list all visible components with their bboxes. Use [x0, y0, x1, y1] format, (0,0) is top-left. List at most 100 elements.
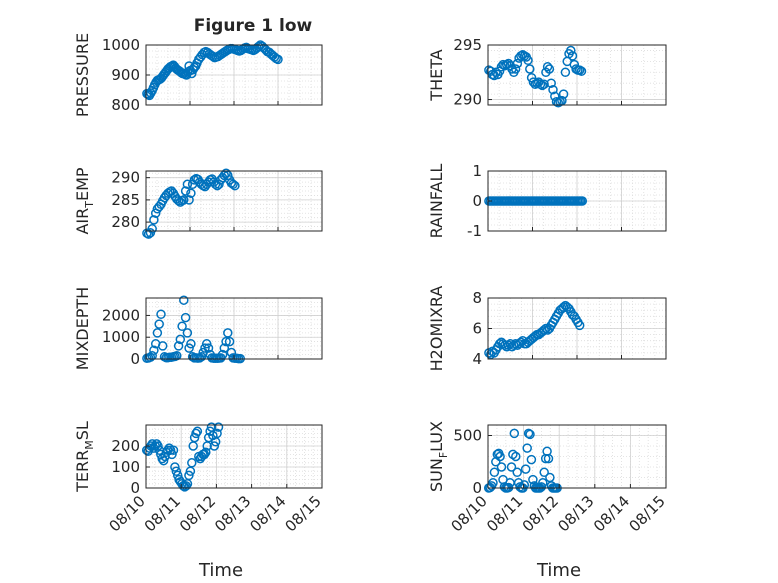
terr_msl-point	[213, 422, 224, 432]
mixdepth-point	[157, 341, 168, 351]
mixdepth-point	[172, 350, 182, 361]
air_temp-ytick-label: 285	[111, 191, 140, 209]
terr_msl-point	[187, 458, 197, 468]
mixdepth-point	[154, 319, 164, 329]
figure-title: Figure 1 low	[194, 16, 313, 36]
sun_flux-xtick-label: 08/14	[590, 492, 633, 535]
h2omixra-ytick-label: 4	[472, 350, 482, 368]
air_temp-point	[182, 179, 193, 190]
terr_msl-xtick-label: 08/13	[211, 492, 254, 535]
theta-point	[576, 66, 587, 76]
h2omixra-ylabel: H2OMIXRA	[427, 286, 446, 372]
terr_msl-point	[170, 462, 180, 472]
air_temp-point	[180, 186, 191, 196]
mixdepth-point	[180, 312, 191, 323]
theta-point	[542, 62, 553, 72]
terr_msl-xtick-label: 08/10	[106, 492, 149, 535]
mixdepth-ylabel: MIXDEPTH	[73, 287, 92, 370]
air_temp-point	[228, 179, 238, 190]
rainfall-point	[577, 196, 588, 206]
pressure-point	[273, 54, 283, 65]
pressure-ytick-label: 900	[111, 66, 140, 84]
terr_msl-ylabel: TERRMSL	[73, 421, 96, 493]
sun_flux-point	[523, 428, 534, 439]
h2omixra-point	[574, 320, 585, 331]
theta-point	[546, 78, 556, 88]
mixdepth-point	[201, 339, 212, 349]
sun_flux-point	[519, 480, 530, 490]
rainfall-ytick-label: 0	[472, 192, 482, 210]
mixdepth-point	[175, 334, 186, 345]
air_temp-point	[179, 195, 189, 205]
theta-point	[560, 67, 571, 78]
terr_msl-ytick-label: 100	[111, 458, 140, 476]
sun_flux-point	[522, 443, 532, 453]
sun_flux-point	[526, 454, 537, 465]
terr_msl-xtick-label: 08/12	[176, 492, 219, 535]
mixdepth-point	[219, 343, 230, 353]
sun_flux-point	[536, 482, 547, 492]
theta-point	[512, 58, 523, 69]
sun_flux-point	[492, 449, 503, 460]
pressure-ytick-label: 1000	[102, 36, 140, 54]
terr_msl-xtick-label: 08/11	[141, 492, 184, 535]
mixdepth-point	[147, 350, 157, 361]
sun_flux-point	[495, 451, 505, 462]
mixdepth-point	[173, 341, 184, 351]
rainfall-ytick-label: 1	[472, 162, 482, 180]
mixdepth-ytick-label: 0	[130, 350, 140, 368]
terr_msl-point	[191, 428, 201, 439]
sun_flux-point	[520, 464, 531, 474]
mixdepth-point	[177, 321, 187, 332]
sun_flux-ylabel: SUNFLUX	[427, 421, 450, 492]
h2omixra-ytick-label: 6	[472, 320, 482, 338]
sun_flux-point	[489, 467, 500, 478]
air_temp-point	[230, 180, 240, 191]
sun_flux-point	[525, 429, 535, 440]
theta-ytick-label: 290	[453, 91, 482, 109]
theta-point	[548, 84, 558, 95]
sun_flux-point	[509, 428, 520, 439]
sun_flux-xtick-label: 08/15	[626, 492, 669, 535]
terr_msl-point	[209, 441, 220, 451]
pressure-ylabel: PRESSURE	[73, 33, 92, 117]
terr_msl-ytick-label: 0	[130, 479, 140, 497]
mixdepth-point	[200, 343, 210, 353]
terr_msl-axes-box	[145, 424, 323, 489]
mixdepth-point	[196, 352, 207, 362]
sun_flux-point	[511, 451, 521, 462]
terr_msl-point	[167, 449, 177, 460]
sun_flux-xtick-label: 08/11	[483, 492, 526, 535]
sun_flux-point	[488, 478, 498, 488]
theta-point	[566, 45, 576, 56]
theta-point	[510, 64, 521, 74]
terr_msl-point	[199, 449, 210, 460]
h2omixra-ytick-label: 8	[472, 289, 482, 307]
mixdepth-point	[223, 328, 233, 338]
mixdepth-ytick-label: 2000	[102, 306, 140, 324]
mixdepth-point	[186, 339, 196, 349]
theta-point	[544, 64, 555, 74]
sun_flux-axes-box	[487, 424, 667, 489]
theta-ylabel: THETA	[427, 49, 446, 101]
sun_flux-point	[528, 474, 538, 485]
terr_msl-point	[158, 455, 169, 466]
terr_msl-point	[157, 453, 167, 464]
theta-point	[523, 55, 533, 66]
mixdepth-point	[221, 336, 231, 347]
sun_flux-xtick-label: 08/13	[554, 492, 597, 535]
air_temp-ylabel: AIRTEMP	[73, 167, 96, 234]
h2omixra-point	[539, 325, 549, 335]
terr_msl-point	[165, 445, 176, 455]
mixdepth-point	[224, 336, 235, 347]
terr_msl-point	[212, 428, 222, 439]
terr_msl-point	[192, 426, 203, 437]
h2omixra-point	[558, 302, 569, 312]
mixdepth-point	[149, 345, 159, 356]
sun_flux-xtick-label: 08/10	[448, 492, 491, 535]
pressure-ytick-label: 800	[111, 96, 140, 114]
sun_flux-xlabel: Time	[536, 560, 581, 581]
rainfall-ylabel: RAINFALL	[427, 164, 446, 239]
